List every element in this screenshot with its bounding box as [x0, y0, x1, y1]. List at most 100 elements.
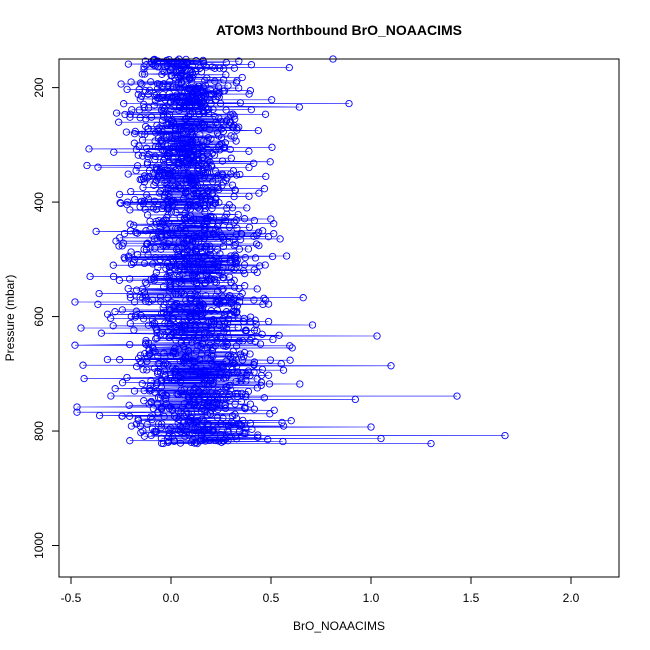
data-point [238, 356, 247, 364]
data-point [149, 260, 157, 268]
data-point [179, 333, 187, 341]
data-point [239, 337, 247, 345]
x-tick-label: -0.5 [61, 591, 82, 605]
data-point [145, 350, 153, 358]
data-point [161, 62, 169, 71]
data-point [139, 183, 147, 192]
data-point [79, 361, 87, 369]
data-point [242, 393, 250, 401]
data-point [185, 197, 193, 206]
data-point [186, 386, 194, 394]
data-point [192, 248, 201, 256]
data-point [148, 315, 157, 324]
data-point [138, 70, 146, 78]
data-point [192, 337, 200, 345]
data-point [122, 128, 131, 136]
data-point [157, 181, 165, 189]
data-point [140, 386, 148, 395]
data-point [253, 268, 261, 277]
data-point [164, 361, 172, 369]
data-point [213, 400, 221, 409]
data-point [115, 242, 123, 250]
data-point [208, 264, 216, 273]
data-point [200, 169, 208, 178]
data-point [377, 434, 385, 443]
data-point [176, 103, 184, 112]
data-point [174, 224, 182, 233]
data-point [132, 166, 140, 175]
data-point [231, 400, 239, 408]
data-point [224, 393, 232, 401]
data-point [245, 223, 254, 231]
data-point [228, 204, 237, 212]
data-point [223, 204, 231, 212]
data-point [164, 319, 172, 328]
data-point [189, 259, 197, 267]
data-point [213, 364, 221, 372]
data-point [83, 161, 91, 170]
data-point [219, 315, 227, 323]
data-point [192, 56, 200, 65]
data-point [127, 187, 135, 196]
data-point [226, 381, 234, 390]
data-point [169, 83, 177, 91]
data-point [164, 240, 173, 248]
data-point [190, 277, 198, 286]
data-point [223, 340, 232, 349]
x-tick-label: 0.0 [163, 591, 180, 605]
data-point [219, 263, 227, 272]
data-point [126, 110, 134, 118]
data-point [187, 296, 195, 304]
data-point [154, 263, 162, 272]
data-point [199, 122, 207, 130]
data-point [235, 298, 244, 306]
data-point [226, 396, 234, 405]
data-point [161, 191, 169, 199]
data-point [265, 380, 274, 388]
data-point [236, 170, 244, 179]
data-point [135, 142, 143, 150]
data-point [126, 290, 134, 299]
data-point [197, 342, 205, 350]
data-point [107, 392, 115, 400]
data-point [118, 379, 127, 387]
data-point [195, 161, 203, 170]
data-point [123, 85, 131, 94]
data-point [212, 146, 220, 154]
y-tick-label: 200 [32, 77, 46, 97]
data-point [71, 341, 79, 349]
data-point [203, 411, 211, 419]
data-point [252, 240, 261, 248]
data-point [279, 422, 288, 430]
data-point [153, 334, 161, 342]
data-point [174, 73, 182, 81]
data-point [185, 200, 194, 208]
data-point [201, 279, 209, 288]
data-point [111, 308, 119, 316]
data-point [132, 228, 140, 237]
data-point [194, 342, 202, 350]
data-point [141, 297, 150, 306]
data-point [232, 342, 241, 350]
data-point [233, 126, 241, 134]
data-point [136, 114, 144, 122]
data-point [161, 367, 169, 375]
data-point [140, 100, 148, 109]
data-point [230, 218, 238, 226]
data-point [161, 319, 169, 327]
data-point [250, 361, 258, 369]
data-point [270, 406, 278, 414]
data-point [192, 119, 201, 127]
data-point [151, 152, 159, 160]
data-point [216, 88, 224, 97]
data-point [230, 64, 239, 72]
data-point [145, 86, 154, 94]
data-point [156, 293, 165, 301]
data-point [295, 103, 303, 111]
data-point [159, 303, 167, 312]
data-point [183, 372, 191, 380]
data-point [85, 145, 93, 153]
data-point [214, 287, 222, 295]
data-point [196, 130, 204, 139]
data-point [282, 252, 291, 260]
